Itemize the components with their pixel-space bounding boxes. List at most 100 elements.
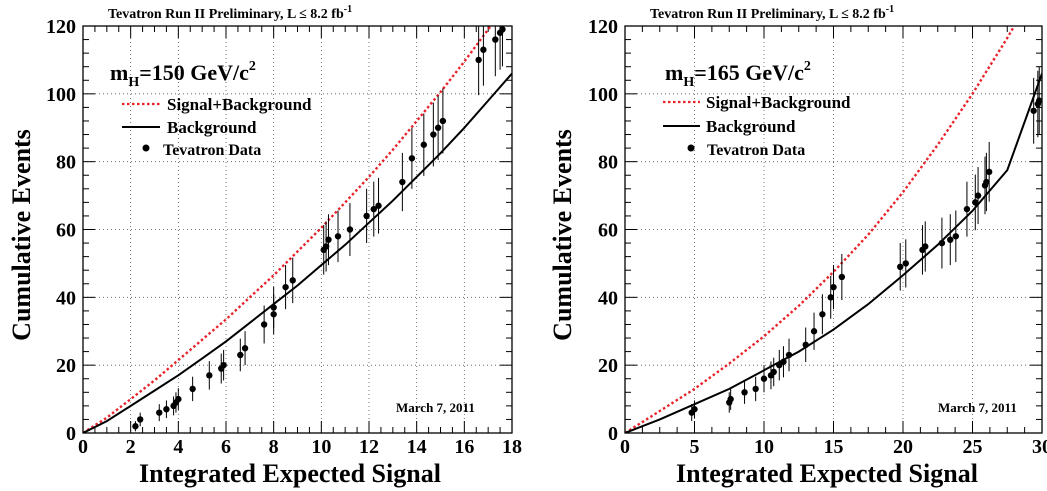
x-tick-label: 10: [754, 436, 774, 458]
y-axis-label: Cumulative Events: [7, 129, 36, 341]
legend-label-data: Tevatron Data: [707, 142, 805, 159]
background-curve: [625, 73, 1042, 433]
x-tick-label: 0: [620, 436, 630, 458]
data-point: [237, 351, 244, 359]
legend-marker-data: [687, 144, 695, 152]
data-point: [985, 168, 993, 176]
data-point: [434, 124, 442, 131]
legend-label-background: Background: [167, 118, 257, 137]
data-point: [947, 236, 954, 243]
y-tick-label: 80: [598, 152, 618, 174]
chart-header: Tevatron Run II Preliminary, L ≤ 8.2 fb-…: [650, 4, 894, 22]
x-tick-label: 6: [221, 436, 231, 458]
x-axis-label: Integrated Expected Signal: [676, 459, 978, 488]
data-point: [480, 46, 487, 53]
data-point: [760, 375, 768, 382]
data-point: [189, 385, 196, 393]
y-tick-label: 60: [598, 220, 618, 242]
y-tick-label: 0: [608, 423, 618, 445]
data-point: [370, 205, 377, 213]
signal-background-curve: [625, 26, 1016, 433]
data-point: [902, 260, 909, 267]
data-point: [475, 56, 482, 64]
data-point: [270, 304, 277, 311]
plot-area: 0 2 4 6 8 10 12 14 16 18 0 20 40 60 80 100 120: [46, 16, 522, 458]
data-point: [260, 321, 268, 328]
x-tick-label: 15: [824, 436, 844, 458]
chart-panel-mh165: Tevatron Run II Preliminary, L ≤ 8.2 fb-…: [548, 4, 1047, 488]
data-point: [691, 406, 698, 413]
chart-header: Tevatron Run II Preliminary, L ≤ 8.2 fb-…: [108, 4, 352, 22]
data-point: [289, 277, 296, 284]
data-point: [334, 233, 342, 240]
legend-label-background: Background: [706, 117, 796, 136]
y-axis-label: Cumulative Events: [548, 129, 577, 341]
x-tick-label: 25: [963, 436, 983, 458]
mass-label: mH=150 GeV/c2: [110, 59, 256, 90]
data-point: [363, 212, 370, 220]
legend-marker-data: [142, 144, 150, 152]
data-point: [785, 351, 793, 359]
chart-panel-mh150: Tevatron Run II Preliminary, L ≤ 8.2 fb-…: [7, 4, 522, 488]
background-curve: [83, 72, 512, 433]
data-point: [727, 395, 734, 403]
data-point: [1030, 107, 1037, 114]
x-tick-label: 5: [690, 436, 700, 458]
plot-frame: [82, 25, 513, 434]
data-point: [346, 226, 354, 233]
data-point: [430, 131, 437, 138]
data-point: [819, 311, 826, 318]
x-tick-label: 12: [359, 436, 379, 458]
x-tick-label: 16: [454, 436, 474, 458]
data-point: [770, 368, 777, 376]
x-tick-label: 18: [502, 436, 522, 458]
y-tick-label: 40: [56, 287, 76, 309]
legend-label-data: Tevatron Data: [163, 142, 261, 159]
data-point: [983, 178, 990, 186]
y-tick-label: 100: [46, 84, 76, 106]
y-tick-label: 80: [56, 152, 76, 174]
x-tick-label: 10: [311, 436, 331, 458]
data-point: [322, 243, 330, 250]
x-tick-label: 20: [893, 436, 913, 458]
data-point: [938, 239, 946, 247]
plot-area: 0 5 10 15 20 25 30 0 20 40 60 80 100 120: [588, 16, 1047, 458]
y-tick-label: 60: [56, 220, 76, 242]
data-point: [963, 205, 971, 213]
data-point: [375, 202, 382, 209]
data-point: [1036, 97, 1042, 104]
data-point: [897, 263, 904, 271]
data-point: [399, 178, 406, 186]
x-tick-label: 4: [173, 436, 183, 458]
x-tick-label: 2: [126, 436, 136, 458]
y-tick-label: 120: [588, 16, 618, 38]
data-point: [974, 192, 982, 199]
data-point: [439, 117, 447, 125]
data-point: [175, 395, 182, 403]
data-point: [830, 283, 837, 291]
legend: Signal+Background Background Tevatron Da…: [122, 95, 312, 159]
data-point: [282, 283, 289, 291]
y-tick-label: 40: [598, 287, 618, 309]
data-point: [810, 328, 818, 335]
x-tick-label: 30: [1032, 436, 1047, 458]
legend-label-signal-background: Signal+Background: [706, 93, 851, 112]
data-point: [163, 406, 170, 413]
data-point: [325, 236, 332, 243]
data-point: [156, 409, 163, 416]
legend: Signal+Background Background Tevatron Da…: [663, 93, 851, 159]
signal-background-curve: [83, 26, 493, 433]
y-tick-label: 0: [66, 423, 76, 445]
date-label: March 7, 2011: [396, 400, 475, 415]
y-tick-label: 100: [588, 84, 618, 106]
data-point: [220, 361, 227, 369]
data-point: [241, 345, 249, 352]
data-point: [838, 273, 846, 281]
x-tick-label: 14: [407, 436, 427, 458]
y-tick-label: 120: [46, 16, 76, 38]
data-point: [752, 385, 759, 393]
data-point: [972, 199, 979, 206]
data-point: [780, 358, 787, 365]
data-point: [408, 155, 416, 162]
